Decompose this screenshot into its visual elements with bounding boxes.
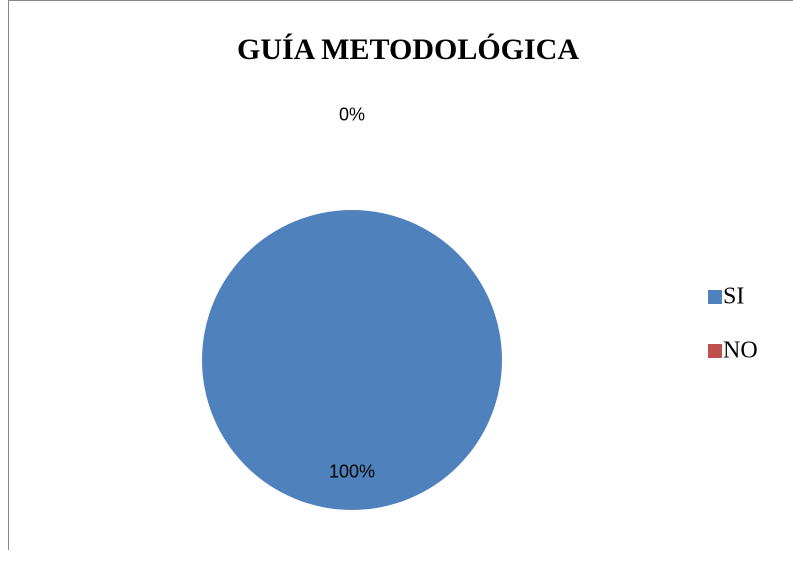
data-label: 0% (339, 104, 365, 124)
legend-label: SI (723, 284, 744, 310)
legend-swatch (708, 344, 722, 358)
chart-title: GUÍA METODOLÓGICA (237, 33, 579, 66)
legend-swatch (708, 290, 722, 304)
legend-label: NO (723, 338, 758, 364)
pie-slice (202, 210, 502, 510)
data-label: 100% (329, 461, 375, 481)
